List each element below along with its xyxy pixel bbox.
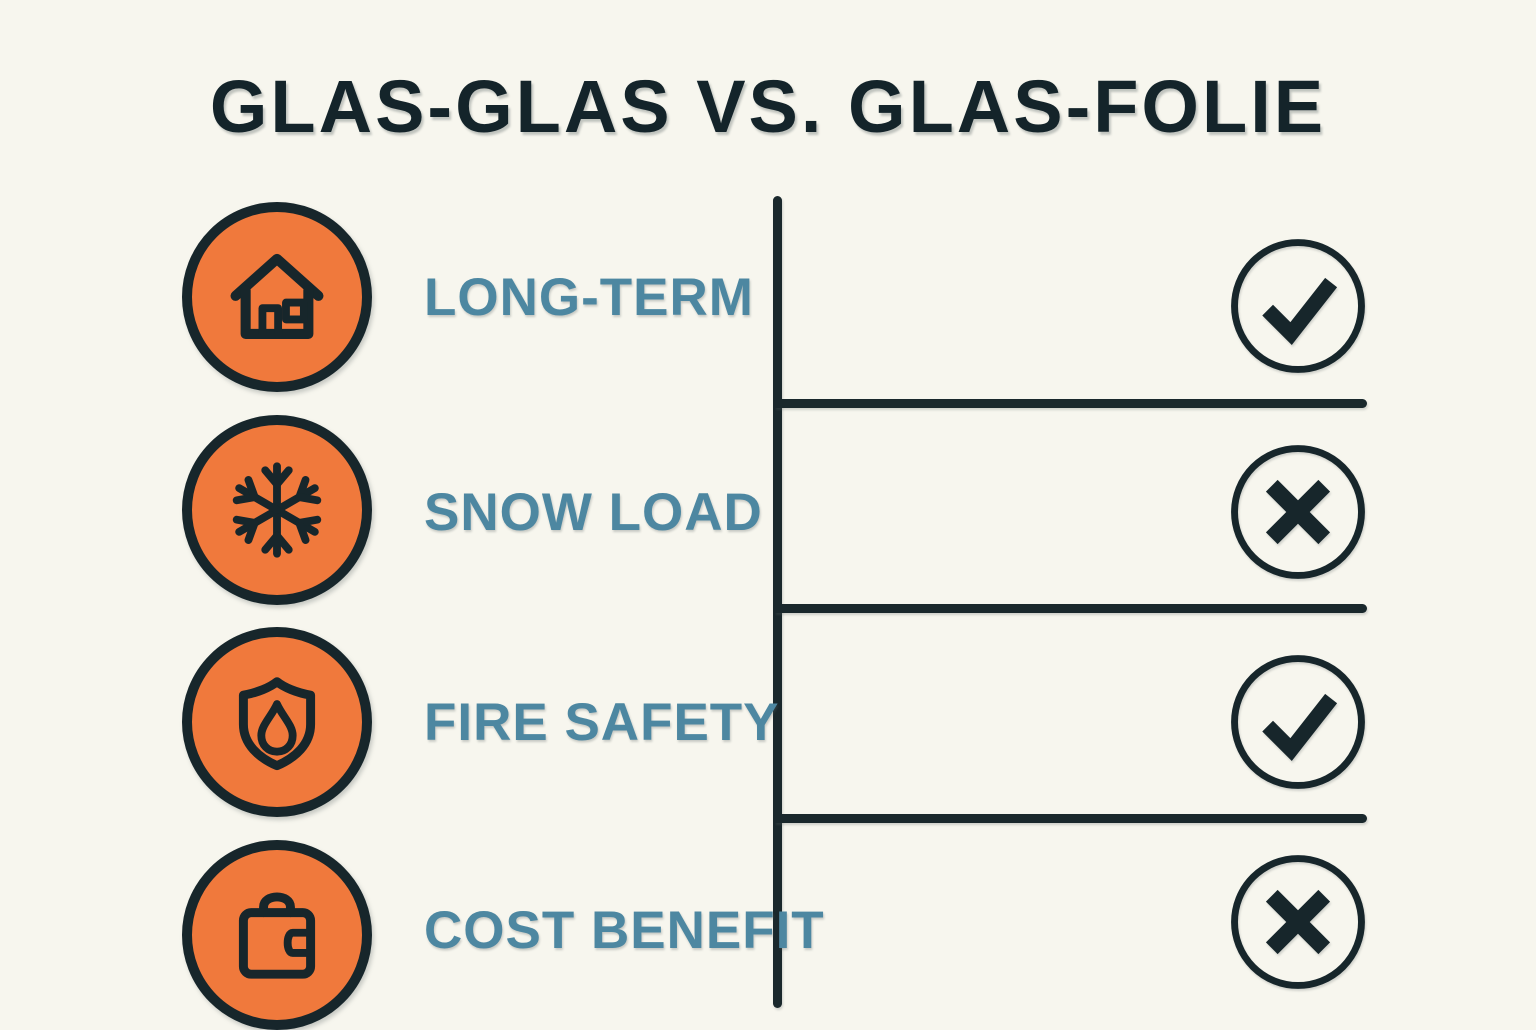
snowflake-icon bbox=[182, 415, 372, 605]
result-check-icon bbox=[1229, 237, 1367, 375]
page-title: GLAS-GLAS VS. GLAS-FOLIE bbox=[209, 65, 1327, 148]
row-label-long-term: LONG-TERM bbox=[424, 267, 754, 327]
row-separator bbox=[775, 814, 1367, 823]
row-separator bbox=[775, 604, 1367, 613]
row-label-cost-benefit: COST BENEFIT bbox=[424, 900, 825, 960]
result-cross-icon bbox=[1229, 853, 1367, 991]
wallet-icon bbox=[182, 840, 372, 1030]
result-cross-icon bbox=[1229, 443, 1367, 581]
shield-droplet-icon bbox=[182, 627, 372, 817]
row-label-fire-safety: FIRE SAFETY bbox=[424, 692, 780, 752]
row-separator bbox=[775, 399, 1367, 408]
vertical-divider bbox=[773, 196, 782, 1008]
result-check-icon bbox=[1229, 653, 1367, 791]
house-icon bbox=[182, 202, 372, 392]
row-label-snow-load: SNOW LOAD bbox=[424, 482, 763, 542]
